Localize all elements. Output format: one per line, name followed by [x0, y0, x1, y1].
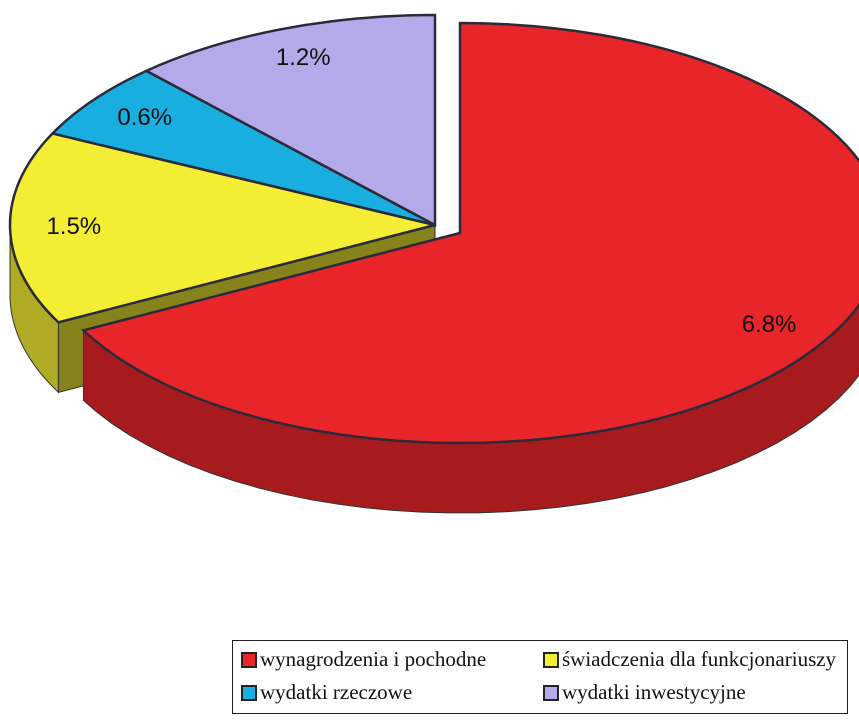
legend-label: wynagrodzenia i pochodne: [260, 647, 487, 671]
data-label: 1.5%: [46, 213, 101, 240]
legend-swatch: [543, 651, 559, 668]
legend-label: świadczenia dla funkcjonariuszy: [562, 647, 837, 671]
slice: [80, 21, 859, 445]
legend-swatch: [241, 651, 257, 668]
slice: [50, 69, 436, 227]
legend-item: wydatki inwestycyjne: [543, 680, 746, 705]
legend-item: świadczenia dla funkcjonariuszy: [543, 647, 836, 672]
data-label: 6.8%: [742, 311, 797, 338]
data-label: 0.6%: [117, 104, 172, 131]
legend-item: wynagrodzenia i pochodne: [241, 647, 486, 672]
legend-label: wydatki rzeczowe: [260, 680, 413, 704]
slice: [143, 13, 437, 228]
legend-item: wydatki rzeczowe: [241, 680, 412, 705]
legend-swatch: [543, 684, 559, 701]
chart: 6.8% 1.5% 0.6% 1.2%: [8, 13, 859, 514]
legend-label: wydatki inwestycyjne: [562, 680, 746, 704]
legend: wynagrodzenia i pochodne świadczenia dla …: [232, 640, 848, 714]
slice: [8, 132, 436, 324]
legend-swatch: [241, 684, 257, 701]
data-label: 1.2%: [276, 44, 331, 71]
